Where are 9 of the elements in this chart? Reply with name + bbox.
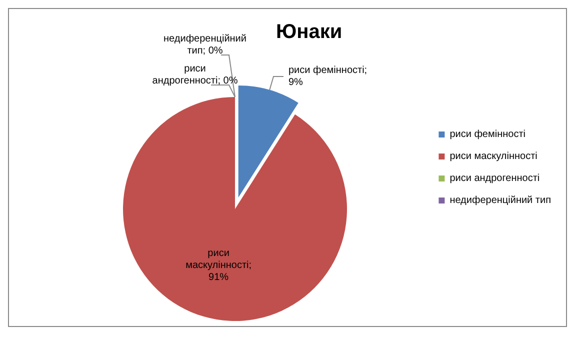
data-label: риси маскулінності; 91% <box>186 248 252 284</box>
legend-label: риси андрогенності <box>450 173 540 184</box>
text: риси андрогенності; 0% <box>152 64 238 86</box>
legend-label: риси фемінності <box>450 129 526 140</box>
data-label: риси фемінності; 9% <box>288 64 368 88</box>
legend-label: недиференційний тип <box>450 195 552 206</box>
text: недиференційний тип; 0% <box>164 34 246 56</box>
legend-label: риси маскулінності <box>450 151 538 162</box>
chart-title: Юнаки <box>276 21 342 43</box>
